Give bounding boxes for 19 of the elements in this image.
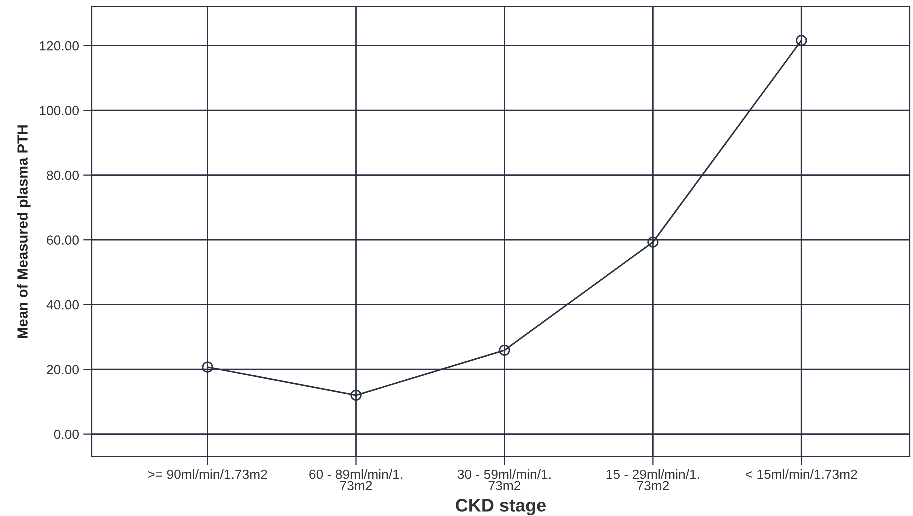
x-tick-label: 60 - 89ml/min/1. 73m2 [310,470,402,491]
point [202,362,214,373]
x-tick-label: >= 90ml/min/1.73m2 [148,470,268,480]
point [796,35,808,46]
point [350,390,362,402]
x-axis-title: CKD stage [456,499,546,516]
point [648,236,659,248]
y-tick-label: 60.00 [47,236,79,246]
x-tick-label: 15 - 29ml/min/1. 73m2 [606,470,700,491]
x-tick-label: < 15ml/min/1.73m2 [746,470,858,480]
point [499,344,510,356]
y-tick-label: 40.00 [46,300,79,310]
y-tick-label: 120.00 [40,41,79,51]
y-tick-label: 100.00 [40,106,79,116]
y-tick-label: 80.00 [47,170,79,180]
y-tick-label: 0.00 [54,430,79,440]
x-tick-label: 30 - 59ml/min/1. 73m2 [458,470,551,491]
y-tick-label: 20.00 [47,365,79,374]
y-axis-title: Mean of Measured plasma PTH [17,126,31,338]
